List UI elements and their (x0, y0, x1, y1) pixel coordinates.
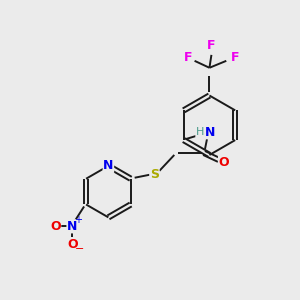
Text: O: O (218, 156, 229, 170)
Text: F: F (207, 40, 216, 52)
Text: +: + (74, 215, 82, 225)
Text: N: N (103, 159, 114, 172)
Text: F: F (231, 51, 239, 64)
Text: O: O (50, 220, 61, 233)
Text: H: H (196, 127, 204, 137)
Text: S: S (150, 168, 159, 181)
Text: −: − (74, 244, 84, 254)
Text: N: N (205, 126, 215, 139)
Text: O: O (67, 238, 77, 250)
Text: N: N (67, 220, 77, 233)
Text: F: F (183, 51, 192, 64)
